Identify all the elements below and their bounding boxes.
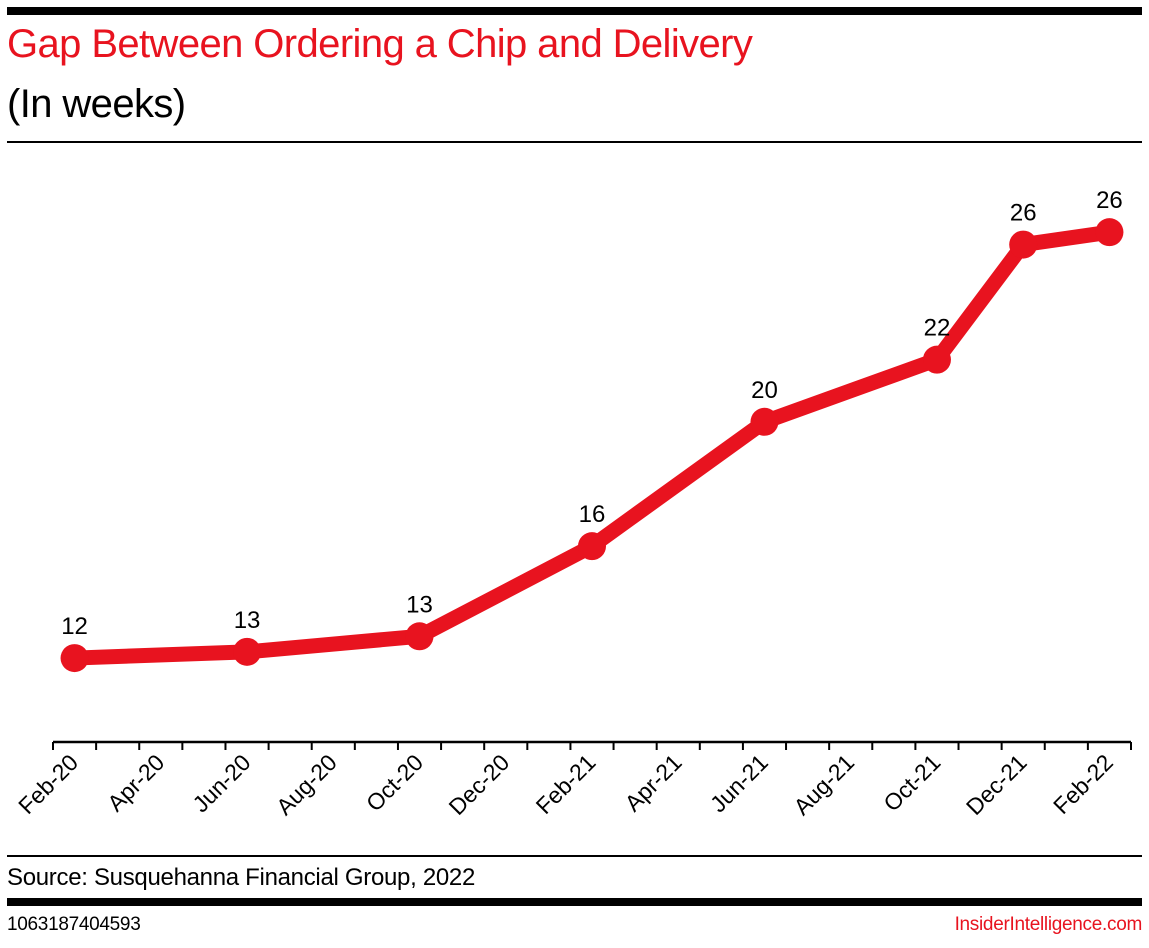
x-tick-label: Feb-22	[1048, 749, 1118, 819]
chart-subtitle: (In weeks)	[7, 82, 186, 126]
brand-link[interactable]: InsiderIntelligence.com	[954, 914, 1143, 935]
line-chart: Feb-20 Apr-20 Jun-20 Aug-20 Oct-20 Dec-20 Feb-…	[13, 187, 1132, 820]
data-label: 22	[924, 315, 951, 342]
x-tick-label: Apr-20	[102, 749, 169, 816]
data-label: 26	[1096, 187, 1123, 214]
data-point-marker	[60, 644, 89, 673]
chart-title: Gap Between Ordering a Chip and Delivery	[7, 22, 753, 66]
source-note: Source: Susquehanna Financial Group, 202…	[7, 864, 476, 891]
data-label: 13	[234, 607, 261, 634]
series-line	[67, 224, 1117, 666]
x-tick-label: Aug-20	[271, 749, 342, 820]
series	[60, 218, 1124, 673]
x-axis	[52, 740, 1132, 750]
data-point-marker	[1009, 230, 1038, 259]
data-point-marker	[1095, 218, 1124, 247]
data-point-marker	[750, 407, 779, 436]
data-point-marker	[405, 622, 434, 651]
x-tick-label: Apr-21	[620, 749, 687, 816]
data-label: 20	[751, 377, 778, 404]
footer-rule	[7, 898, 1142, 906]
x-tick-label: Jun-20	[187, 749, 255, 817]
data-point-marker	[233, 637, 262, 666]
x-tick-label: Oct-21	[878, 749, 945, 816]
top-rule	[7, 7, 1142, 15]
chart-id: 1063187404593	[7, 914, 141, 935]
data-label: 13	[406, 591, 433, 618]
source-divider	[7, 855, 1142, 857]
data-label: 16	[579, 501, 606, 528]
data-point-marker	[578, 532, 606, 561]
x-axis-tick-labels: Feb-20 Apr-20 Jun-20 Aug-20 Oct-20 Dec-20 Feb-…	[13, 749, 1118, 820]
x-tick-label: Dec-20	[443, 749, 514, 820]
data-label: 26	[1010, 200, 1037, 227]
x-tick-label: Feb-21	[531, 749, 601, 819]
data-label: 12	[61, 613, 88, 640]
x-tick-label: Dec-21	[961, 749, 1032, 820]
x-tick-label: Feb-20	[13, 749, 83, 819]
data-labels: 12 13 13 16 20 22 26 26	[61, 187, 1123, 640]
x-tick-label: Aug-21	[788, 749, 859, 820]
header-divider	[7, 141, 1142, 143]
data-point-marker	[922, 345, 951, 374]
x-tick-label: Jun-21	[705, 749, 773, 817]
x-tick-label: Oct-20	[361, 749, 428, 816]
